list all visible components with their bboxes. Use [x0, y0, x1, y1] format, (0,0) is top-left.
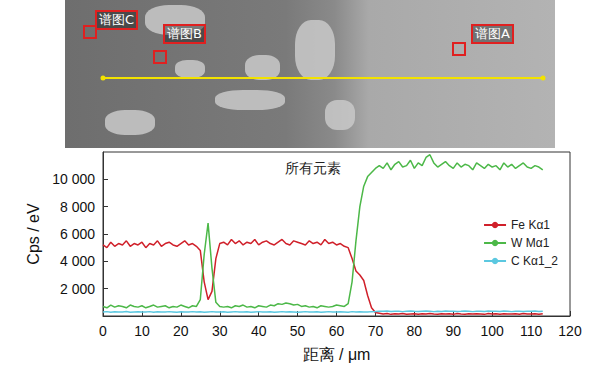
svg-text:0: 0 — [99, 323, 107, 339]
html-text:谱图B: 谱图B — [167, 26, 202, 41]
svg-text:90: 90 — [445, 323, 461, 339]
svg-text:40: 40 — [251, 323, 267, 339]
svg-text:10: 10 — [134, 323, 150, 339]
svg-text:70: 70 — [368, 323, 384, 339]
svg-text:Fe Kα1: Fe Kα1 — [511, 218, 550, 232]
svg-text:30: 30 — [212, 323, 228, 339]
html-text:谱图C: 谱图C — [99, 12, 135, 27]
svg-text:50: 50 — [290, 323, 306, 339]
svg-text:8 000: 8 000 — [60, 199, 95, 215]
svg-text:4 000: 4 000 — [60, 253, 95, 269]
svg-text:80: 80 — [407, 323, 423, 339]
svg-text:100: 100 — [480, 323, 504, 339]
svg-text:W Mα1: W Mα1 — [511, 236, 550, 250]
svg-text:20: 20 — [173, 323, 189, 339]
svg-text:120: 120 — [558, 323, 582, 339]
svg-text:2 000: 2 000 — [60, 281, 95, 297]
svg-text:C Kα1_2: C Kα1_2 — [511, 254, 558, 268]
svg-text:6 000: 6 000 — [60, 226, 95, 242]
svg-text:60: 60 — [329, 323, 345, 339]
svg-text:所有元素: 所有元素 — [285, 160, 341, 176]
svg-text:距离 / μm: 距离 / μm — [303, 346, 371, 363]
html-text:谱图A: 谱图A — [475, 26, 510, 41]
svg-text:10 000: 10 000 — [52, 171, 95, 187]
svg-text:Cps / eV: Cps / eV — [25, 203, 42, 265]
svg-text:110: 110 — [520, 323, 543, 339]
